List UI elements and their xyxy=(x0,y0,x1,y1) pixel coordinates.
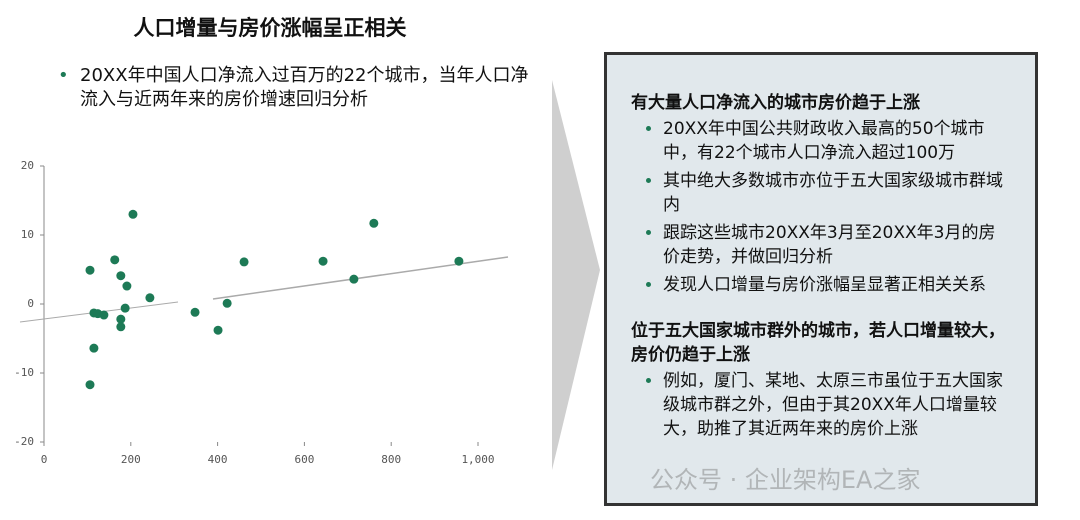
point xyxy=(318,256,328,266)
bullet-list: 20XX年中国公共财政收入最高的50个城市中，有22个城市人口净流入超过100万… xyxy=(631,117,1011,297)
title: 人口增量与房价涨幅呈正相关 xyxy=(133,15,407,40)
x-tick-label: 1,000 xyxy=(461,453,494,466)
point xyxy=(349,274,359,284)
watermark: 公众号 · 企业架构EA之家 xyxy=(650,466,921,494)
text-panel: 有大量人口净流入的城市房价趋于上涨 20XX年中国公共财政收入最高的50个城市中，… xyxy=(604,52,1038,506)
point xyxy=(89,343,99,353)
arrow xyxy=(552,80,600,470)
y-tick-label: -10 xyxy=(14,366,34,379)
bullet-item: 20XX年中国公共财政收入最高的50个城市中，有22个城市人口净流入超过100万 xyxy=(663,117,1011,165)
point xyxy=(145,293,155,303)
point xyxy=(116,314,126,324)
point xyxy=(213,325,223,335)
y-tick-label: 10 xyxy=(21,228,34,241)
point xyxy=(369,218,379,228)
point xyxy=(116,322,126,332)
point xyxy=(110,255,120,265)
point xyxy=(85,380,95,390)
point xyxy=(116,271,126,281)
section-heading: 有大量人口净流入的城市房价趋于上涨 xyxy=(631,93,920,113)
bullet-item: 跟踪这些城市20XX年3月至20XX年3月的房价走势，并做回归分析 xyxy=(663,221,1011,269)
bullet-item: 发现人口增量与房价涨幅呈显著正相关关系 xyxy=(663,273,1011,297)
point xyxy=(190,307,200,317)
x-tick-label: 200 xyxy=(121,453,141,466)
point xyxy=(120,303,130,313)
x-tick-label: 0 xyxy=(41,453,48,466)
y-tick-label: -20 xyxy=(14,435,34,448)
section-heading: 位于五大国家城市群外的城市，若人口增量较大，房价仍趋于上涨 xyxy=(631,321,1005,365)
point xyxy=(222,298,232,308)
point xyxy=(85,265,95,275)
y-tick-label: 0 xyxy=(27,297,34,310)
point xyxy=(99,310,109,320)
point xyxy=(239,257,249,267)
y-tick-label: 20 xyxy=(21,159,34,172)
trend-line xyxy=(212,256,509,300)
bullet-item: 例如，厦门、某地、太原三市虽位于五大国家级城市群之外，但由于其20XX年人口增量… xyxy=(663,369,1011,441)
intro: 20XX年中国人口净流入过百万的22个城市，当年人口净流入与近两年来的房价增速回… xyxy=(58,64,530,112)
x-tick-label: 400 xyxy=(208,453,228,466)
point xyxy=(122,281,132,291)
x-tick-label: 600 xyxy=(294,453,314,466)
x-tick-label: 800 xyxy=(381,453,401,466)
point xyxy=(454,256,464,266)
bullet-item: 其中绝大多数城市亦位于五大国家级城市群域内 xyxy=(663,169,1011,217)
point xyxy=(128,209,138,219)
bullet-list: 例如，厦门、某地、太原三市虽位于五大国家级城市群之外，但由于其20XX年人口增量… xyxy=(631,369,1011,441)
